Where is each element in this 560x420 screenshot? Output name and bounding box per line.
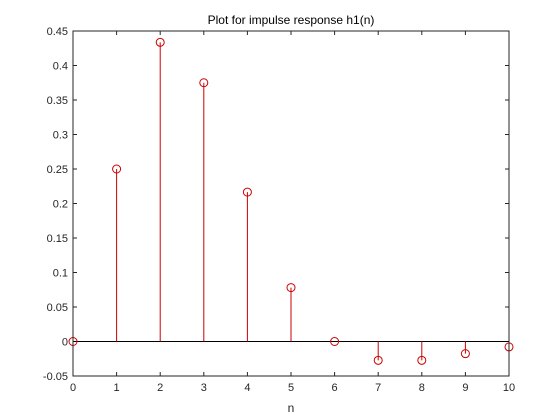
axes-box <box>72 30 510 377</box>
stem-marker <box>330 337 340 346</box>
x-axis-label: n <box>288 401 295 415</box>
x-tick-label: 5 <box>288 382 294 394</box>
chart-title: Plot for impulse response h1(n) <box>208 13 375 27</box>
x-tick-label: 0 <box>70 382 76 394</box>
y-tick-label: 0.1 <box>53 268 68 280</box>
stem-marker <box>460 349 470 359</box>
x-tick-label: 9 <box>462 382 468 394</box>
x-tick-label: 7 <box>375 382 381 394</box>
x-tick-label: 2 <box>157 382 163 394</box>
stem-marker <box>242 187 252 197</box>
y-tick-label: 0.05 <box>47 302 68 314</box>
stem-marker <box>417 355 427 365</box>
y-tick-label: 0.4 <box>53 61 68 73</box>
x-tick-label: 3 <box>201 382 207 394</box>
x-tick-label: 1 <box>114 382 120 394</box>
x-tick-label: 4 <box>244 382 250 394</box>
stem-marker <box>286 283 296 293</box>
x-tick-label: 8 <box>419 382 425 394</box>
y-tick-label: 0.35 <box>47 95 68 107</box>
y-tick-label: 0.45 <box>47 26 68 38</box>
y-tick-label: 0 <box>62 337 68 349</box>
y-axis-ticks: -0.05 0 0.05 0.1 0.15 0.2 0.25 0.3 0.35 0.4 0.45 <box>43 26 509 383</box>
x-axis-ticks: 0 1 2 3 4 5 6 7 8 9 10 <box>70 31 515 394</box>
stem-marker <box>199 78 209 88</box>
x-tick-label: 10 <box>503 382 515 394</box>
y-tick-label: -0.05 <box>43 371 68 383</box>
stem-marker <box>155 37 165 47</box>
y-tick-label: 0.15 <box>47 233 68 245</box>
stems <box>68 37 514 365</box>
y-tick-label: 0.25 <box>47 164 68 176</box>
stem-marker <box>373 355 383 365</box>
y-tick-label: 0.3 <box>53 130 68 142</box>
y-tick-label: 0.2 <box>53 199 68 211</box>
stem-marker <box>112 164 122 174</box>
x-tick-label: 6 <box>332 382 338 394</box>
